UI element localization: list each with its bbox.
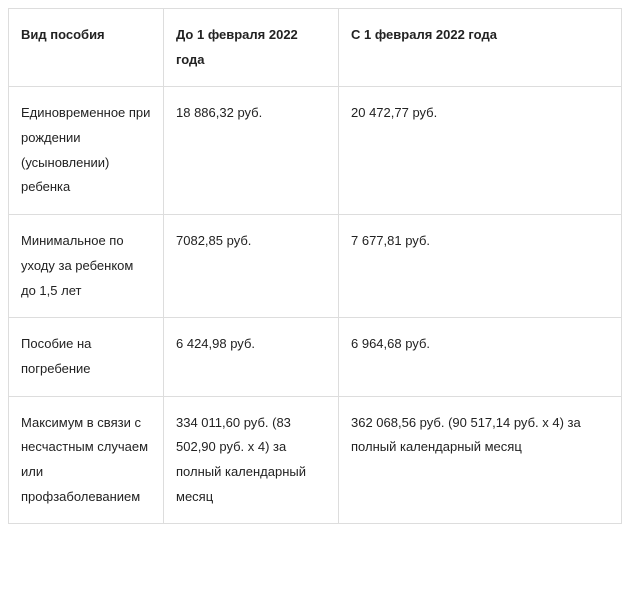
col-header-type: Вид пособия [9, 9, 164, 87]
cell-after: 362 068,56 руб. (90 517,14 руб. х 4) за … [339, 396, 622, 524]
cell-benefit-type: Минимальное по уходу за ребенком до 1,5 … [9, 215, 164, 318]
cell-benefit-type: Пособие на погребение [9, 318, 164, 396]
benefits-table: Вид пособия До 1 февраля 2022 года С 1 ф… [8, 8, 622, 524]
cell-benefit-type: Максимум в связи с несчастным случаем ил… [9, 396, 164, 524]
col-header-after: С 1 февраля 2022 года [339, 9, 622, 87]
table-row: Пособие на погребение 6 424,98 руб. 6 96… [9, 318, 622, 396]
cell-after: 7 677,81 руб. [339, 215, 622, 318]
cell-benefit-type: Единовременное при рождении (усыновлении… [9, 87, 164, 215]
cell-before: 18 886,32 руб. [164, 87, 339, 215]
cell-before: 6 424,98 руб. [164, 318, 339, 396]
table-row: Единовременное при рождении (усыновлении… [9, 87, 622, 215]
cell-before: 334 011,60 руб. (83 502,90 руб. х 4) за … [164, 396, 339, 524]
cell-after: 6 964,68 руб. [339, 318, 622, 396]
table-header-row: Вид пособия До 1 февраля 2022 года С 1 ф… [9, 9, 622, 87]
cell-after: 20 472,77 руб. [339, 87, 622, 215]
cell-before: 7082,85 руб. [164, 215, 339, 318]
table-row: Максимум в связи с несчастным случаем ил… [9, 396, 622, 524]
table-row: Минимальное по уходу за ребенком до 1,5 … [9, 215, 622, 318]
col-header-before: До 1 февраля 2022 года [164, 9, 339, 87]
